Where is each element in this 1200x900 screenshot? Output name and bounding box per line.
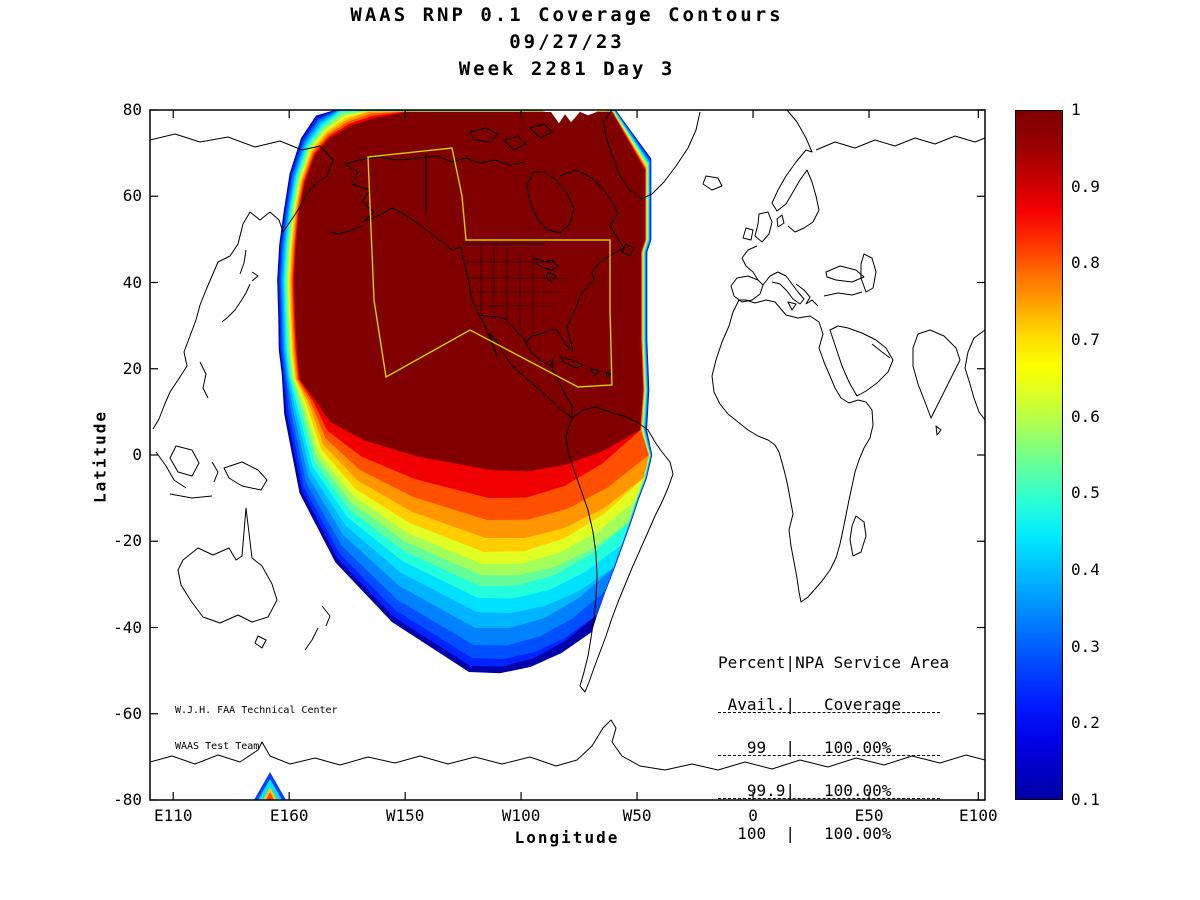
new-guinea-island bbox=[223, 461, 268, 491]
sakhalin-island bbox=[239, 249, 247, 275]
new-zealand bbox=[304, 605, 331, 651]
x-axis-label: Longitude bbox=[514, 828, 620, 847]
x-tick-label-W50: W50 bbox=[622, 806, 652, 825]
y-tick-label--60: -60 bbox=[113, 703, 142, 723]
colorbar-tick-label-0.1: 0.1 bbox=[1071, 790, 1100, 809]
colorbar-tick-label-0.3: 0.3 bbox=[1071, 636, 1100, 656]
chart-week-day: Week 2281 Day 3 bbox=[458, 58, 676, 80]
us-state-borders bbox=[466, 246, 568, 333]
great-lakes bbox=[535, 257, 559, 283]
arabian-peninsula bbox=[829, 325, 894, 397]
colorbar-tick-label-0.9: 0.9 bbox=[1071, 176, 1100, 196]
chart-title: WAAS RNP 0.1 Coverage Contours bbox=[350, 4, 784, 26]
colorbar-tick-label-0.6: 0.6 bbox=[1071, 406, 1100, 426]
europe-coast bbox=[741, 110, 863, 311]
canada-arctic-islands bbox=[469, 123, 553, 151]
hudson-bay bbox=[526, 171, 575, 234]
y-tick-label-0: 0 bbox=[132, 445, 142, 464]
newfoundland-island bbox=[621, 243, 635, 257]
colorbar-tick-label-0.4: 0.4 bbox=[1071, 560, 1100, 580]
x-tick-label-E110: E110 bbox=[153, 806, 193, 825]
philippines-islands bbox=[199, 361, 209, 399]
us-mexico-border bbox=[478, 314, 529, 344]
credit-line-1: W.J.H. FAA Technical Center bbox=[175, 705, 338, 716]
australia bbox=[177, 507, 278, 649]
antarctica bbox=[150, 719, 985, 771]
colorbar-tick-label-1: 1 bbox=[1071, 100, 1081, 119]
chart-date: 09/27/23 bbox=[509, 31, 625, 53]
table-header-row: Percent|NPA Service Area bbox=[718, 653, 950, 672]
russia-arctic-coast bbox=[815, 135, 985, 151]
south-america bbox=[565, 406, 674, 693]
indonesia-islands bbox=[155, 451, 219, 499]
y-tick-label-60: 60 bbox=[122, 186, 142, 206]
table-subheader-row: Avail.| Coverage bbox=[718, 695, 940, 714]
y-tick-label-20: 20 bbox=[122, 358, 142, 378]
availability-table: Percent|NPA Service Area Avail.| Coverag… bbox=[718, 628, 949, 855]
x-tick-label-0: 0 bbox=[748, 806, 758, 825]
borneo-island bbox=[169, 445, 200, 477]
x-tick-label-E50: E50 bbox=[854, 806, 884, 825]
y-tick-label--80: -80 bbox=[113, 790, 142, 809]
africa bbox=[711, 299, 874, 603]
table-row-99: 99 | 100.00% bbox=[718, 738, 940, 757]
black-caspian-seas bbox=[825, 253, 877, 293]
table-row-100: 100 | 100.00% bbox=[718, 824, 892, 843]
x-tick-label-W150: W150 bbox=[385, 806, 425, 825]
aleutian-islands bbox=[329, 225, 363, 235]
world-coastlines bbox=[150, 110, 985, 771]
japan-islands bbox=[221, 271, 259, 323]
colorbar-tick-label-0.7: 0.7 bbox=[1071, 329, 1100, 349]
iberia bbox=[730, 275, 764, 303]
north-america-east-coast bbox=[524, 169, 625, 418]
southeast-asia-right-edge bbox=[964, 329, 985, 421]
x-tick-label-E100: E100 bbox=[959, 806, 998, 825]
colorbar-tick-label-0.8: 0.8 bbox=[1071, 253, 1100, 273]
british-isles bbox=[742, 211, 773, 243]
contour-band-1 bbox=[294, 112, 645, 472]
table-row-99-9: 99.9| 100.00% bbox=[718, 781, 940, 800]
colorbar-tick-label-0.5: 0.5 bbox=[1071, 483, 1100, 503]
x-tick-label-E160: E160 bbox=[269, 806, 309, 825]
credit-line-2: WAAS Test Team bbox=[175, 741, 260, 752]
north-america-west-coast bbox=[344, 163, 573, 419]
x-tick-label-W100: W100 bbox=[501, 806, 541, 825]
asia-east-coast bbox=[150, 133, 334, 430]
y-tick-label--20: -20 bbox=[113, 531, 142, 551]
y-tick-label-80: 80 bbox=[122, 100, 142, 119]
colorbar-tick-label-0.2: 0.2 bbox=[1071, 713, 1100, 733]
greenland bbox=[602, 110, 701, 200]
colorbar bbox=[1015, 110, 1063, 800]
madagascar bbox=[849, 515, 867, 557]
canada-arctic-coast bbox=[344, 155, 525, 166]
credit-annotation: W.J.H. FAA Technical Center WAAS Test Te… bbox=[175, 681, 338, 765]
waas-service-area-boundary bbox=[367, 147, 613, 388]
y-tick-label-40: 40 bbox=[122, 272, 142, 292]
india bbox=[912, 329, 961, 436]
tick-marks bbox=[150, 109, 985, 801]
y-tick-label--40: -40 bbox=[113, 617, 142, 637]
iceland bbox=[702, 175, 723, 191]
south-contour-spot-3 bbox=[266, 792, 274, 800]
caribbean-islands bbox=[559, 356, 612, 378]
colorbar-gradient bbox=[1016, 111, 1062, 799]
